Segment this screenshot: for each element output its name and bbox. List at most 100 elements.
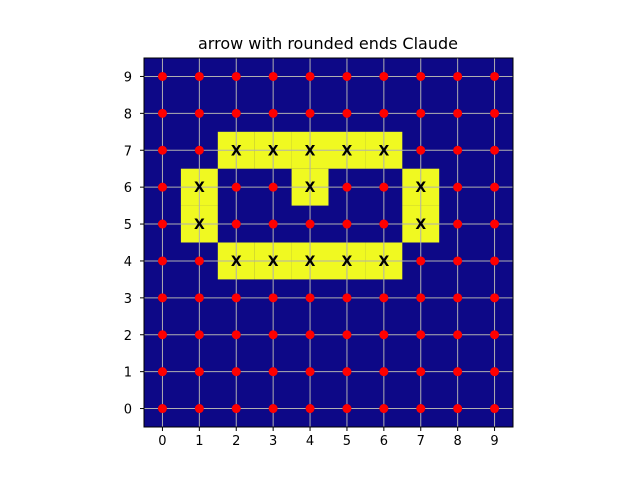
y-tick-label: 7: [124, 144, 132, 159]
x-marker-label: X: [194, 180, 205, 196]
x-tick-label: 7: [417, 434, 425, 449]
data-point: [268, 330, 278, 340]
data-point: [305, 330, 315, 340]
data-point: [194, 256, 204, 266]
data-point: [157, 256, 167, 266]
data-point: [490, 182, 500, 192]
data-point: [194, 293, 204, 303]
data-point: [416, 108, 426, 118]
x-marker-label: X: [342, 254, 353, 270]
data-point: [194, 404, 204, 414]
data-point: [231, 293, 241, 303]
data-point: [194, 330, 204, 340]
data-point: [453, 145, 463, 155]
data-point: [305, 367, 315, 377]
y-axis: 0 1 2 3 4 5 6 7 8 9: [124, 70, 144, 418]
data-point: [231, 330, 241, 340]
x-tick-label: 3: [269, 434, 277, 449]
x-tick-label: 1: [195, 434, 203, 449]
data-point: [379, 71, 389, 81]
data-point: [490, 71, 500, 81]
data-point: [194, 367, 204, 377]
data-point: [490, 293, 500, 303]
data-point: [453, 367, 463, 377]
x-tick-label: 0: [158, 434, 166, 449]
data-point: [194, 71, 204, 81]
x-marker-label: X: [415, 217, 426, 233]
data-point: [490, 404, 500, 414]
y-tick-label: 9: [124, 70, 132, 85]
data-point: [342, 330, 352, 340]
data-point: [342, 108, 352, 118]
data-point: [490, 256, 500, 266]
data-point: [268, 108, 278, 118]
data-point: [268, 404, 278, 414]
data-point: [268, 293, 278, 303]
data-point: [305, 71, 315, 81]
data-point: [157, 404, 167, 414]
data-point: [157, 293, 167, 303]
chart-title: arrow with rounded ends Claude: [198, 34, 458, 53]
data-point: [379, 219, 389, 229]
data-point: [490, 367, 500, 377]
data-point: [490, 330, 500, 340]
data-point: [268, 182, 278, 192]
data-point: [157, 330, 167, 340]
data-point: [453, 293, 463, 303]
data-point: [490, 108, 500, 118]
data-point: [231, 108, 241, 118]
x-axis: 0 1 2 3 4 5 6 7 8 9: [158, 427, 499, 449]
data-point: [453, 108, 463, 118]
data-point: [157, 219, 167, 229]
x-marker-label: X: [415, 180, 426, 196]
x-marker-label: X: [305, 254, 316, 270]
x-marker-label: X: [268, 254, 279, 270]
data-point: [157, 71, 167, 81]
data-point: [305, 219, 315, 229]
y-tick-label: 0: [124, 403, 132, 418]
x-tick-label: 2: [232, 434, 240, 449]
x-marker-label: X: [194, 217, 205, 233]
y-tick-label: 1: [124, 366, 132, 381]
data-point: [416, 293, 426, 303]
y-tick-label: 2: [124, 329, 132, 344]
data-point: [342, 182, 352, 192]
data-point: [305, 293, 315, 303]
data-point: [416, 330, 426, 340]
data-point: [453, 182, 463, 192]
x-tick-label: 5: [343, 434, 351, 449]
data-point: [416, 367, 426, 377]
data-point: [305, 108, 315, 118]
data-point: [194, 108, 204, 118]
data-point: [194, 145, 204, 155]
data-point: [231, 404, 241, 414]
data-point: [305, 404, 315, 414]
data-point: [268, 71, 278, 81]
data-point: [231, 182, 241, 192]
data-point: [342, 71, 352, 81]
data-point: [231, 367, 241, 377]
data-point: [231, 219, 241, 229]
data-point: [157, 145, 167, 155]
x-tick-label: 8: [454, 434, 462, 449]
x-marker-label: X: [378, 143, 389, 159]
x-marker-label: X: [305, 180, 316, 196]
plot-area: X X X X X X X X X X X X X X X: [143, 57, 514, 428]
data-point: [416, 256, 426, 266]
data-point: [453, 330, 463, 340]
data-point: [416, 71, 426, 81]
data-point: [268, 219, 278, 229]
data-point: [379, 108, 389, 118]
data-point: [157, 108, 167, 118]
data-point: [490, 219, 500, 229]
data-point: [416, 145, 426, 155]
data-point: [453, 219, 463, 229]
plot-frame: [143, 57, 514, 428]
x-marker-label: X: [305, 143, 316, 159]
x-marker-label: X: [268, 143, 279, 159]
y-tick-label: 3: [124, 292, 132, 307]
data-point: [379, 404, 389, 414]
x-marker-label: X: [378, 254, 389, 270]
x-tick-label: 9: [490, 434, 498, 449]
